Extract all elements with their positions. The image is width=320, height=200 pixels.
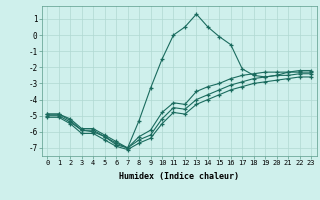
X-axis label: Humidex (Indice chaleur): Humidex (Indice chaleur) bbox=[119, 172, 239, 181]
